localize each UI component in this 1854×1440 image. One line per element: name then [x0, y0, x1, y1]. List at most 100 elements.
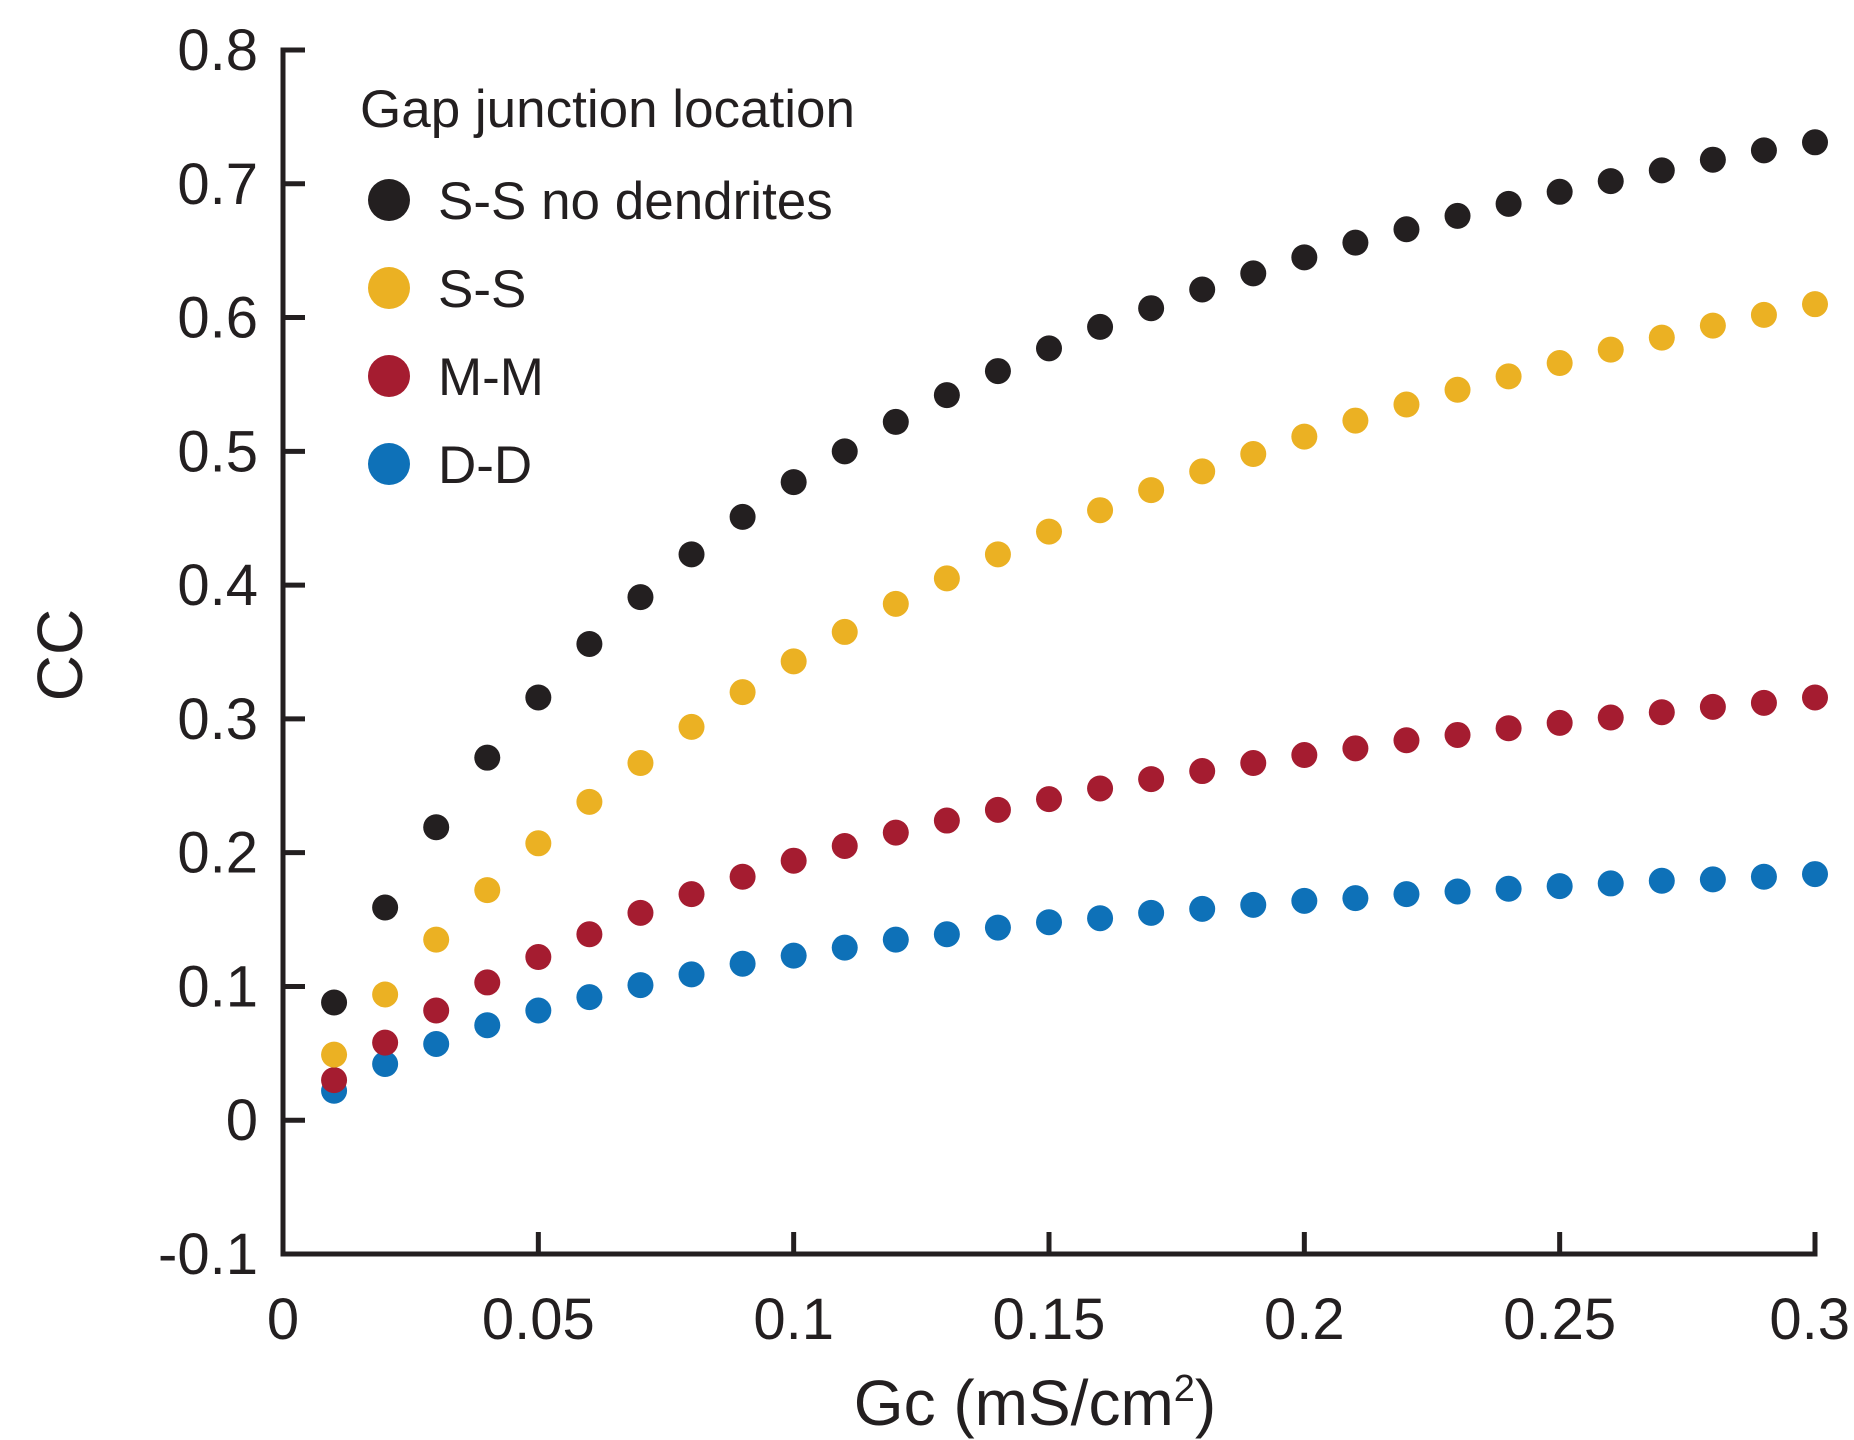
data-point	[627, 584, 654, 611]
data-point	[1036, 786, 1062, 813]
data-point	[525, 997, 552, 1024]
data-point	[984, 358, 1011, 385]
legend-label: S-S no dendrites	[438, 172, 833, 231]
data-point	[627, 899, 654, 926]
x-axis-title-main: Gc (mS/cm	[854, 1367, 1174, 1439]
series-d-d	[321, 861, 1828, 1104]
legend: Gap junction location S-S no dendrites S-S…	[360, 80, 855, 495]
data-point	[780, 847, 807, 874]
data-point	[1393, 881, 1420, 908]
data-point	[1495, 715, 1522, 742]
data-point	[780, 942, 807, 969]
data-point	[1036, 518, 1062, 545]
data-point	[1036, 909, 1062, 936]
data-point	[1597, 336, 1624, 363]
y-tick-label: 0.1	[177, 954, 258, 1019]
data-points	[321, 129, 1828, 1104]
data-point	[678, 541, 705, 568]
data-point	[1546, 350, 1573, 377]
data-point	[1138, 477, 1165, 504]
legend-marker	[368, 267, 410, 309]
data-point	[1138, 899, 1165, 926]
x-axis-title: Gc (mS/cm2)	[854, 1367, 1216, 1439]
data-point	[678, 713, 705, 740]
y-axis-title: CC	[24, 609, 96, 701]
data-point	[882, 819, 909, 846]
data-point	[1597, 168, 1624, 195]
y-tick-label: 0.5	[177, 419, 258, 484]
data-point	[321, 989, 348, 1016]
data-point	[321, 1041, 348, 1068]
data-point	[1750, 137, 1777, 164]
data-point	[1342, 229, 1369, 256]
data-point	[1802, 129, 1828, 156]
data-point	[729, 503, 756, 530]
data-point	[933, 921, 960, 948]
legend-label: S-S	[438, 260, 526, 319]
data-point	[474, 969, 501, 996]
data-point	[1444, 376, 1471, 403]
data-point	[1495, 190, 1522, 217]
data-point	[1495, 363, 1522, 390]
data-point	[1087, 905, 1114, 932]
data-point	[474, 744, 501, 771]
data-point	[423, 1030, 450, 1057]
x-tick-label: 0.15	[993, 1287, 1106, 1352]
data-point	[1291, 423, 1318, 450]
data-point	[1393, 391, 1420, 418]
data-point	[1291, 887, 1318, 914]
x-tick-label: 0.3	[1769, 1287, 1850, 1352]
series-s-s-no-dendrites	[321, 129, 1828, 1016]
data-point	[1802, 684, 1828, 711]
data-point	[1699, 146, 1726, 173]
y-tick-label: 0	[226, 1088, 258, 1153]
data-point	[882, 408, 909, 435]
data-point	[423, 814, 450, 841]
data-point	[984, 796, 1011, 823]
data-point	[831, 934, 858, 961]
y-tick-label: 0.3	[177, 687, 258, 752]
y-tick-label: -0.1	[158, 1222, 258, 1287]
data-point	[984, 914, 1011, 941]
x-tick-label: 0	[267, 1287, 299, 1352]
x-axis-title-suffix: )	[1195, 1367, 1216, 1439]
data-point	[933, 565, 960, 592]
data-point	[1087, 313, 1114, 340]
series-m-m	[321, 684, 1828, 1094]
y-tick-label: 0.8	[177, 18, 258, 83]
data-point	[423, 926, 450, 953]
y-tick-label: 0.2	[177, 821, 258, 886]
y-tick-label: 0.4	[177, 553, 258, 618]
data-point	[1240, 891, 1267, 918]
data-point	[1750, 863, 1777, 890]
x-tick-label: 0.2	[1264, 1287, 1345, 1352]
data-point	[1189, 276, 1216, 303]
legend-marker	[368, 179, 410, 221]
data-point	[627, 972, 654, 999]
data-point	[474, 877, 501, 904]
axes: -0.100.10.20.30.40.50.60.70.80 0.05 0.1 0.1…	[158, 18, 1850, 1352]
data-point	[1138, 295, 1165, 322]
data-point	[831, 438, 858, 465]
data-point	[1648, 699, 1675, 726]
data-point	[1546, 873, 1573, 900]
data-point	[1699, 693, 1726, 720]
data-point	[525, 944, 552, 971]
legend-label: D-D	[438, 436, 532, 495]
x-tick-label: 0.05	[482, 1287, 595, 1352]
data-point	[1036, 335, 1062, 362]
data-point	[474, 1012, 501, 1039]
data-point	[780, 469, 807, 496]
legend-label: M-M	[438, 348, 544, 407]
data-point	[1802, 291, 1828, 318]
x-tick-label: 0.25	[1503, 1287, 1616, 1352]
data-point	[1495, 875, 1522, 902]
data-point	[372, 894, 399, 921]
data-point	[729, 863, 756, 890]
data-point	[1291, 742, 1318, 769]
data-point	[780, 648, 807, 675]
data-point	[1648, 157, 1675, 184]
data-point	[1546, 178, 1573, 205]
data-point	[1444, 878, 1471, 905]
